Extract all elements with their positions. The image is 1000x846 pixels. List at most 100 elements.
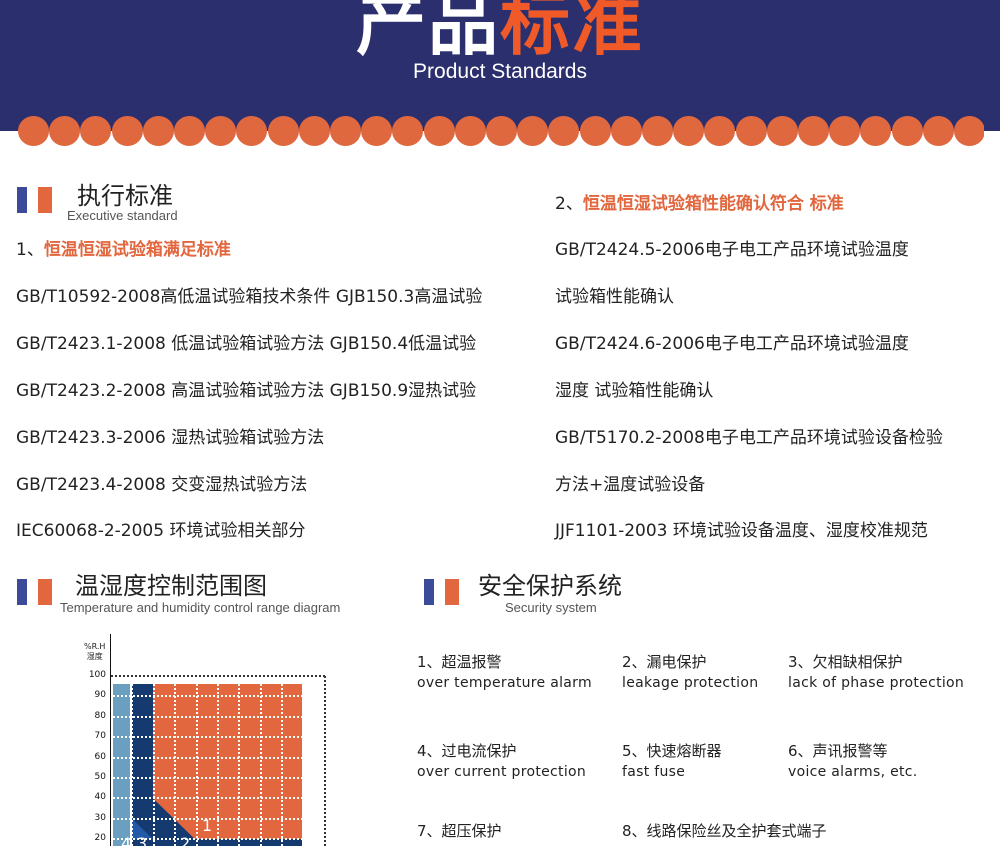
scallop <box>548 116 580 146</box>
standard-item: GB/T2423.3-2006 湿热试验箱试验方法 <box>16 428 325 448</box>
standard-item: GB/T2423.4-2008 交变湿热试验方法 <box>16 475 308 495</box>
security-item: 8、线路保险丝及全护套式端子 <box>622 821 827 842</box>
scallop <box>18 116 49 146</box>
security-item: 2、漏电保护 leakage protection <box>622 652 758 694</box>
right-border <box>324 676 326 846</box>
grid-line-v <box>131 684 133 846</box>
security-item-cn: 5、快速熔断器 <box>622 742 722 760</box>
scallop <box>610 116 642 146</box>
y-axis-label-unit: %R.H <box>84 642 106 651</box>
section-subtitle-range: Temperature and humidity control range d… <box>60 600 341 615</box>
scallop <box>673 116 705 146</box>
grid-line-v <box>260 684 262 846</box>
section-subtitle-executive: Executive standard <box>67 208 178 223</box>
scallop <box>236 116 268 146</box>
scallop <box>298 116 330 146</box>
standard-item: GB/T2424.5-2006电子电工产品环境试验温度 <box>555 240 909 260</box>
security-item-cn: 6、声讯报警等 <box>788 742 888 760</box>
security-item: 7、超压保护 <box>417 821 502 842</box>
scallop <box>423 116 455 146</box>
standard-item: 方法+温度试验设备 <box>555 475 706 495</box>
zone-2 <box>132 684 153 846</box>
scallop <box>454 116 486 146</box>
standard-item: JJF1101-2003 环境试验设备温度、湿度校准规范 <box>555 521 928 541</box>
section-subtitle-security: Security system <box>505 600 597 615</box>
y-tick-label: 60 <box>94 751 106 762</box>
y-tick-label: 50 <box>94 772 106 782</box>
standard-item: GB/T5170.2-2008电子电工产品环境试验设备检验 <box>555 428 943 448</box>
security-item-en: over temperature alarm <box>417 675 592 691</box>
grid-line-h <box>113 756 303 759</box>
standard-item: 湿度 试验箱性能确认 <box>555 381 714 401</box>
scallop <box>267 116 299 146</box>
zone-label: 3 <box>137 834 148 846</box>
y-tick-label: 100 <box>88 670 106 680</box>
standard-item: GB/T2423.2-2008 高温试验箱试验方法 GJB150.9湿热试验 <box>16 381 477 401</box>
grid-line-v <box>153 684 155 846</box>
zone-1 <box>153 684 302 840</box>
security-item: 3、欠相缺相保护 lack of phase protection <box>788 652 964 694</box>
scallop <box>579 116 611 146</box>
section-title-range: 温湿度控制范围图 <box>75 572 267 600</box>
scallop <box>829 116 861 146</box>
grid-line-v <box>281 684 283 846</box>
scallop <box>205 116 237 146</box>
scallop <box>174 116 205 146</box>
security-item: 5、快速熔断器 fast fuse <box>622 741 722 783</box>
zone-3-triangle <box>132 818 153 840</box>
scallop <box>142 116 174 146</box>
scallop <box>735 116 767 146</box>
scallop <box>766 116 798 146</box>
scallop <box>111 116 143 146</box>
top-border <box>111 675 325 677</box>
scallop <box>361 116 393 146</box>
page-subtitle: Product Standards <box>413 60 587 83</box>
grid-line-h <box>113 777 303 779</box>
grid-line-v <box>238 684 240 846</box>
page-title: 产品标准 <box>356 0 644 65</box>
security-item-en: leakage protection <box>622 675 759 691</box>
scallop <box>642 116 673 146</box>
scallop <box>860 116 892 146</box>
grid-line-h <box>113 797 303 800</box>
grid-line-v <box>302 684 304 846</box>
grid-line-v <box>174 684 176 846</box>
y-axis-label: %R.H 湿度 <box>84 642 105 662</box>
section-title-security: 安全保护系统 <box>478 572 622 600</box>
scallop <box>798 116 829 146</box>
scallop <box>891 116 923 146</box>
right-heading: 2、恒温恒湿试验箱性能确认符合 标准 <box>555 194 844 214</box>
security-item-cn: 4、过电流保护 <box>417 742 517 760</box>
scallop <box>330 116 361 146</box>
scallop <box>704 116 736 146</box>
y-tick-label: 90 <box>94 690 106 701</box>
section-flag-icon <box>17 187 53 213</box>
y-axis <box>110 634 111 846</box>
section-flag-icon <box>424 579 460 605</box>
security-item-en: voice alarms, etc. <box>788 764 918 780</box>
security-item: 6、声讯报警等 voice alarms, etc. <box>788 741 918 783</box>
standard-item: 试验箱性能确认 <box>555 287 674 307</box>
grid-line-h <box>113 715 303 718</box>
scallop <box>49 116 81 146</box>
section-flag-icon <box>17 579 53 605</box>
security-item-en: over current protection <box>417 764 587 780</box>
y-tick-label: 30 <box>94 812 106 823</box>
zone-label: 1 <box>202 816 213 835</box>
standard-item: GB/T10592-2008高低温试验箱技术条件 GJB150.3高温试验 <box>16 287 483 307</box>
zone-2 <box>153 839 302 846</box>
security-item-cn: 8、线路保险丝及全护套式端子 <box>622 822 827 840</box>
security-item-cn: 1、超温报警 <box>417 653 502 671</box>
security-item-cn: 7、超压保护 <box>417 822 502 840</box>
scallop-border <box>18 116 984 146</box>
y-tick-label: 70 <box>94 731 106 742</box>
standard-item: GB/T2424.6-2006电子电工产品环境试验温度 <box>555 334 909 354</box>
scallop <box>954 116 984 146</box>
y-tick-label: 20 <box>94 833 106 844</box>
standard-item: GB/T2423.1-2008 低温试验箱试验方法 GJB150.4低温试验 <box>16 334 477 354</box>
security-item: 4、过电流保护 over current protection <box>417 741 586 783</box>
security-item-en: lack of phase protection <box>788 675 965 691</box>
left-heading: 1、恒温恒湿试验箱满足标准 <box>16 240 231 260</box>
scallop <box>392 116 424 146</box>
zone-4 <box>113 684 130 846</box>
